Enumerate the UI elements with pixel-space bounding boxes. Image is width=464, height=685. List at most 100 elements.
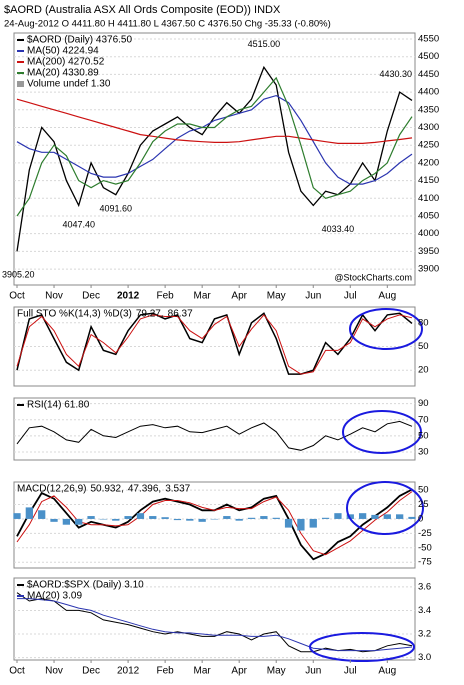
x-tick-label: 2012 bbox=[117, 666, 140, 677]
series-line bbox=[16, 98, 413, 144]
y-tick-label: 4400 bbox=[418, 87, 439, 98]
series-line bbox=[16, 420, 413, 451]
legend-entry: MA(50) 4224.94 bbox=[27, 46, 99, 57]
y-tick-label: 80 bbox=[418, 317, 429, 328]
series-line bbox=[17, 598, 413, 652]
y-tick-label: 50 bbox=[418, 430, 429, 441]
y-tick-label: 4100 bbox=[418, 193, 439, 204]
legend-entry: 47.396, bbox=[128, 484, 161, 495]
x-tick-label: 2012 bbox=[117, 291, 140, 302]
histogram-bar bbox=[371, 514, 379, 519]
x-tick-label: May bbox=[267, 666, 286, 677]
x-tick-label: Mar bbox=[194, 666, 212, 677]
y-tick-label: 4200 bbox=[418, 157, 439, 168]
legend-entry: RSI(14) 61.80 bbox=[27, 400, 90, 411]
price-annotation: 4091.60 bbox=[99, 204, 132, 214]
x-tick-label: Aug bbox=[378, 666, 396, 677]
x-tick-label: Feb bbox=[157, 291, 175, 302]
x-tick-label: Feb bbox=[157, 666, 175, 677]
series-line bbox=[16, 65, 413, 252]
legend-entry: MA(20) 4330.89 bbox=[27, 68, 99, 79]
histogram-bar bbox=[235, 518, 243, 521]
x-tick-label: Jul bbox=[344, 666, 357, 677]
price-annotation: 4047.40 bbox=[62, 219, 95, 229]
histogram-bar bbox=[309, 518, 317, 528]
histogram-bar bbox=[358, 513, 367, 519]
y-tick-label: 3.0 bbox=[418, 652, 431, 663]
x-tick-label: Mar bbox=[194, 291, 212, 302]
price-annotation: 4430.30 bbox=[379, 69, 412, 79]
y-tick-label: 30 bbox=[418, 446, 429, 457]
histogram-bar bbox=[272, 517, 280, 519]
y-tick-label: 25 bbox=[418, 499, 429, 510]
y-tick-label: 4300 bbox=[418, 122, 439, 133]
y-tick-label: -75 bbox=[418, 557, 432, 568]
histogram-bar bbox=[161, 517, 169, 519]
y-tick-label: 4050 bbox=[418, 210, 439, 221]
histogram-bar bbox=[149, 516, 157, 519]
y-tick-label: 4000 bbox=[418, 228, 439, 239]
x-tick-label: Jun bbox=[305, 291, 321, 302]
y-tick-label: 3.6 bbox=[418, 581, 431, 592]
y-tick-label: 90 bbox=[418, 398, 429, 409]
legend-entry: MA(20) 3.09 bbox=[27, 591, 82, 602]
y-tick-label: 4450 bbox=[418, 69, 439, 80]
x-tick-label: Oct bbox=[9, 291, 25, 302]
histogram-bar bbox=[260, 516, 268, 519]
y-tick-label: 50 bbox=[418, 485, 429, 496]
histogram-bar bbox=[223, 516, 231, 519]
y-tick-label: 3900 bbox=[418, 264, 439, 275]
y-tick-label: 70 bbox=[418, 414, 429, 425]
y-tick-label: 4350 bbox=[418, 104, 439, 115]
histogram-bar bbox=[75, 518, 83, 525]
x-tick-label: Dec bbox=[82, 666, 100, 677]
series-line bbox=[16, 491, 413, 556]
y-tick-label: 3.4 bbox=[418, 605, 431, 616]
highlight-ellipse bbox=[342, 410, 422, 454]
histogram-bar bbox=[50, 518, 58, 522]
legend-entry: $AORD:$SPX (Daily) 3.10 bbox=[27, 580, 144, 591]
histogram-bar bbox=[38, 510, 46, 519]
highlight-ellipse bbox=[309, 632, 415, 662]
chart-subtitle: 24-Aug-2012 O 4411.80 H 4411.80 L 4367.5… bbox=[4, 19, 331, 30]
histogram-bar bbox=[408, 516, 416, 519]
y-tick-label: 4250 bbox=[418, 140, 439, 151]
y-tick-label: 4550 bbox=[418, 34, 439, 45]
x-tick-label: Jun bbox=[305, 666, 321, 677]
y-tick-label: 50 bbox=[418, 341, 429, 352]
x-tick-label: Dec bbox=[82, 291, 100, 302]
histogram-bar bbox=[198, 518, 206, 522]
legend-entry: 86.37 bbox=[168, 309, 193, 320]
y-tick-label: 4150 bbox=[418, 175, 439, 186]
highlight-ellipse bbox=[346, 481, 424, 535]
highlight-ellipse bbox=[349, 308, 423, 350]
histogram-bar bbox=[284, 518, 293, 528]
histogram-bar bbox=[321, 517, 330, 519]
series-line bbox=[16, 76, 413, 217]
histogram-bar bbox=[297, 518, 305, 531]
histogram-bar bbox=[13, 513, 21, 519]
histogram-bar bbox=[136, 513, 145, 519]
histogram-bar bbox=[334, 513, 342, 519]
price-annotation: 4033.40 bbox=[322, 224, 355, 234]
y-tick-label: 4500 bbox=[418, 51, 439, 62]
legend-entry: Volume undef 1.30 bbox=[27, 79, 111, 90]
histogram-bar bbox=[247, 517, 256, 519]
histogram-bar bbox=[62, 518, 71, 525]
panel-title: Full STO %K(14,3) %D(3) bbox=[17, 309, 132, 320]
legend-swatch bbox=[17, 81, 24, 87]
legend-entry: 3.537 bbox=[165, 484, 190, 495]
legend-entry: MA(200) 4270.52 bbox=[27, 57, 105, 68]
x-tick-label: Nov bbox=[45, 291, 63, 302]
histogram-bar bbox=[124, 516, 132, 519]
series-line bbox=[16, 314, 413, 375]
legend-entry: 79.27, bbox=[136, 309, 164, 320]
chart-title: $AORD (Australia ASX All Ords Composite … bbox=[4, 4, 281, 16]
watermark: @StockCharts.com bbox=[334, 272, 412, 282]
y-tick-label: 20 bbox=[418, 365, 429, 376]
series-line bbox=[16, 94, 413, 185]
histogram-bar bbox=[112, 518, 120, 521]
price-annotation: 4515.00 bbox=[248, 39, 281, 49]
histogram-bar bbox=[99, 518, 108, 520]
